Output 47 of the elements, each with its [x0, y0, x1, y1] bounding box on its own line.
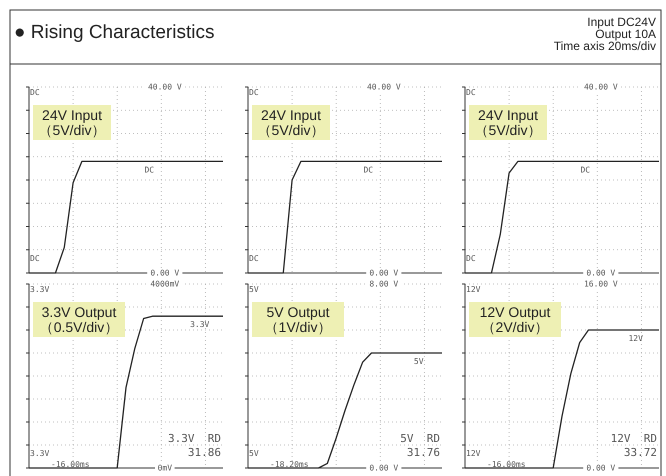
annotation: 24V Input （5V/div） [38, 107, 106, 138]
annotation: 12V Output （2V/div） [480, 304, 551, 335]
annotation: DC [249, 254, 259, 263]
annotation: 12V RD [610, 432, 657, 445]
chart-title: ● Rising Characteristics [14, 22, 214, 43]
annotation: 24V Input （5V/div） [258, 107, 324, 138]
annotation: 3.3V [30, 285, 50, 294]
annotation: -18.20ms [270, 460, 309, 469]
y-tick-label: 0.00 V [369, 268, 398, 278]
y-tick-label: 0.00 V [369, 464, 398, 472]
annotation: 3.3V [30, 449, 50, 458]
y-tick-label: 16.00 V [584, 280, 618, 288]
chart-subtitle: Input DC24V Output 10A Time axis 20ms/div [554, 15, 656, 53]
annotation: 5V [249, 449, 259, 458]
y-tick-label: 4000mV [150, 280, 180, 288]
y-tick-label: 40.00 V [584, 82, 618, 92]
annotation: 12V [466, 285, 481, 294]
annotation: 12V [628, 334, 644, 343]
annotation: 33.72 [624, 446, 657, 459]
annotation: 3.3V Output （0.5V/div） [40, 304, 118, 335]
annotation: DC [30, 88, 40, 97]
annotation: DC [466, 254, 476, 263]
y-tick-label: 0.00 V [586, 268, 616, 278]
y-tick-label: 40.00 V [366, 82, 401, 92]
annotation: 5V Output （1V/div） [264, 304, 332, 335]
annotation: 31.76 [406, 446, 440, 459]
annotation: DC [30, 254, 40, 263]
y-tick-label: 40.00 V [148, 82, 182, 92]
annotation: 3.3V RD [168, 432, 221, 445]
annotation: DC [249, 88, 259, 97]
annotation: 12V [466, 449, 481, 458]
annotation: 31.86 [188, 446, 221, 459]
annotation: -16.00ms [487, 460, 526, 469]
y-tick-label: 0.00 V [586, 464, 616, 472]
annotation: 3.3V [190, 320, 210, 330]
annotation: 5V [249, 285, 259, 294]
annotation: DC [580, 165, 590, 174]
annotation: DC [144, 165, 154, 174]
y-tick-label: 0.00 V [150, 268, 180, 278]
annotation: 24V Input （5V/div） [474, 107, 542, 138]
annotation: 5V [414, 357, 424, 366]
annotation: 5V RD [400, 432, 440, 445]
y-tick-label: 8.00 V [369, 280, 398, 288]
annotation: -16.00ms [51, 460, 90, 469]
y-tick-label: 0mV [158, 464, 172, 472]
annotation: DC [363, 165, 374, 174]
annotation: DC [466, 88, 476, 97]
